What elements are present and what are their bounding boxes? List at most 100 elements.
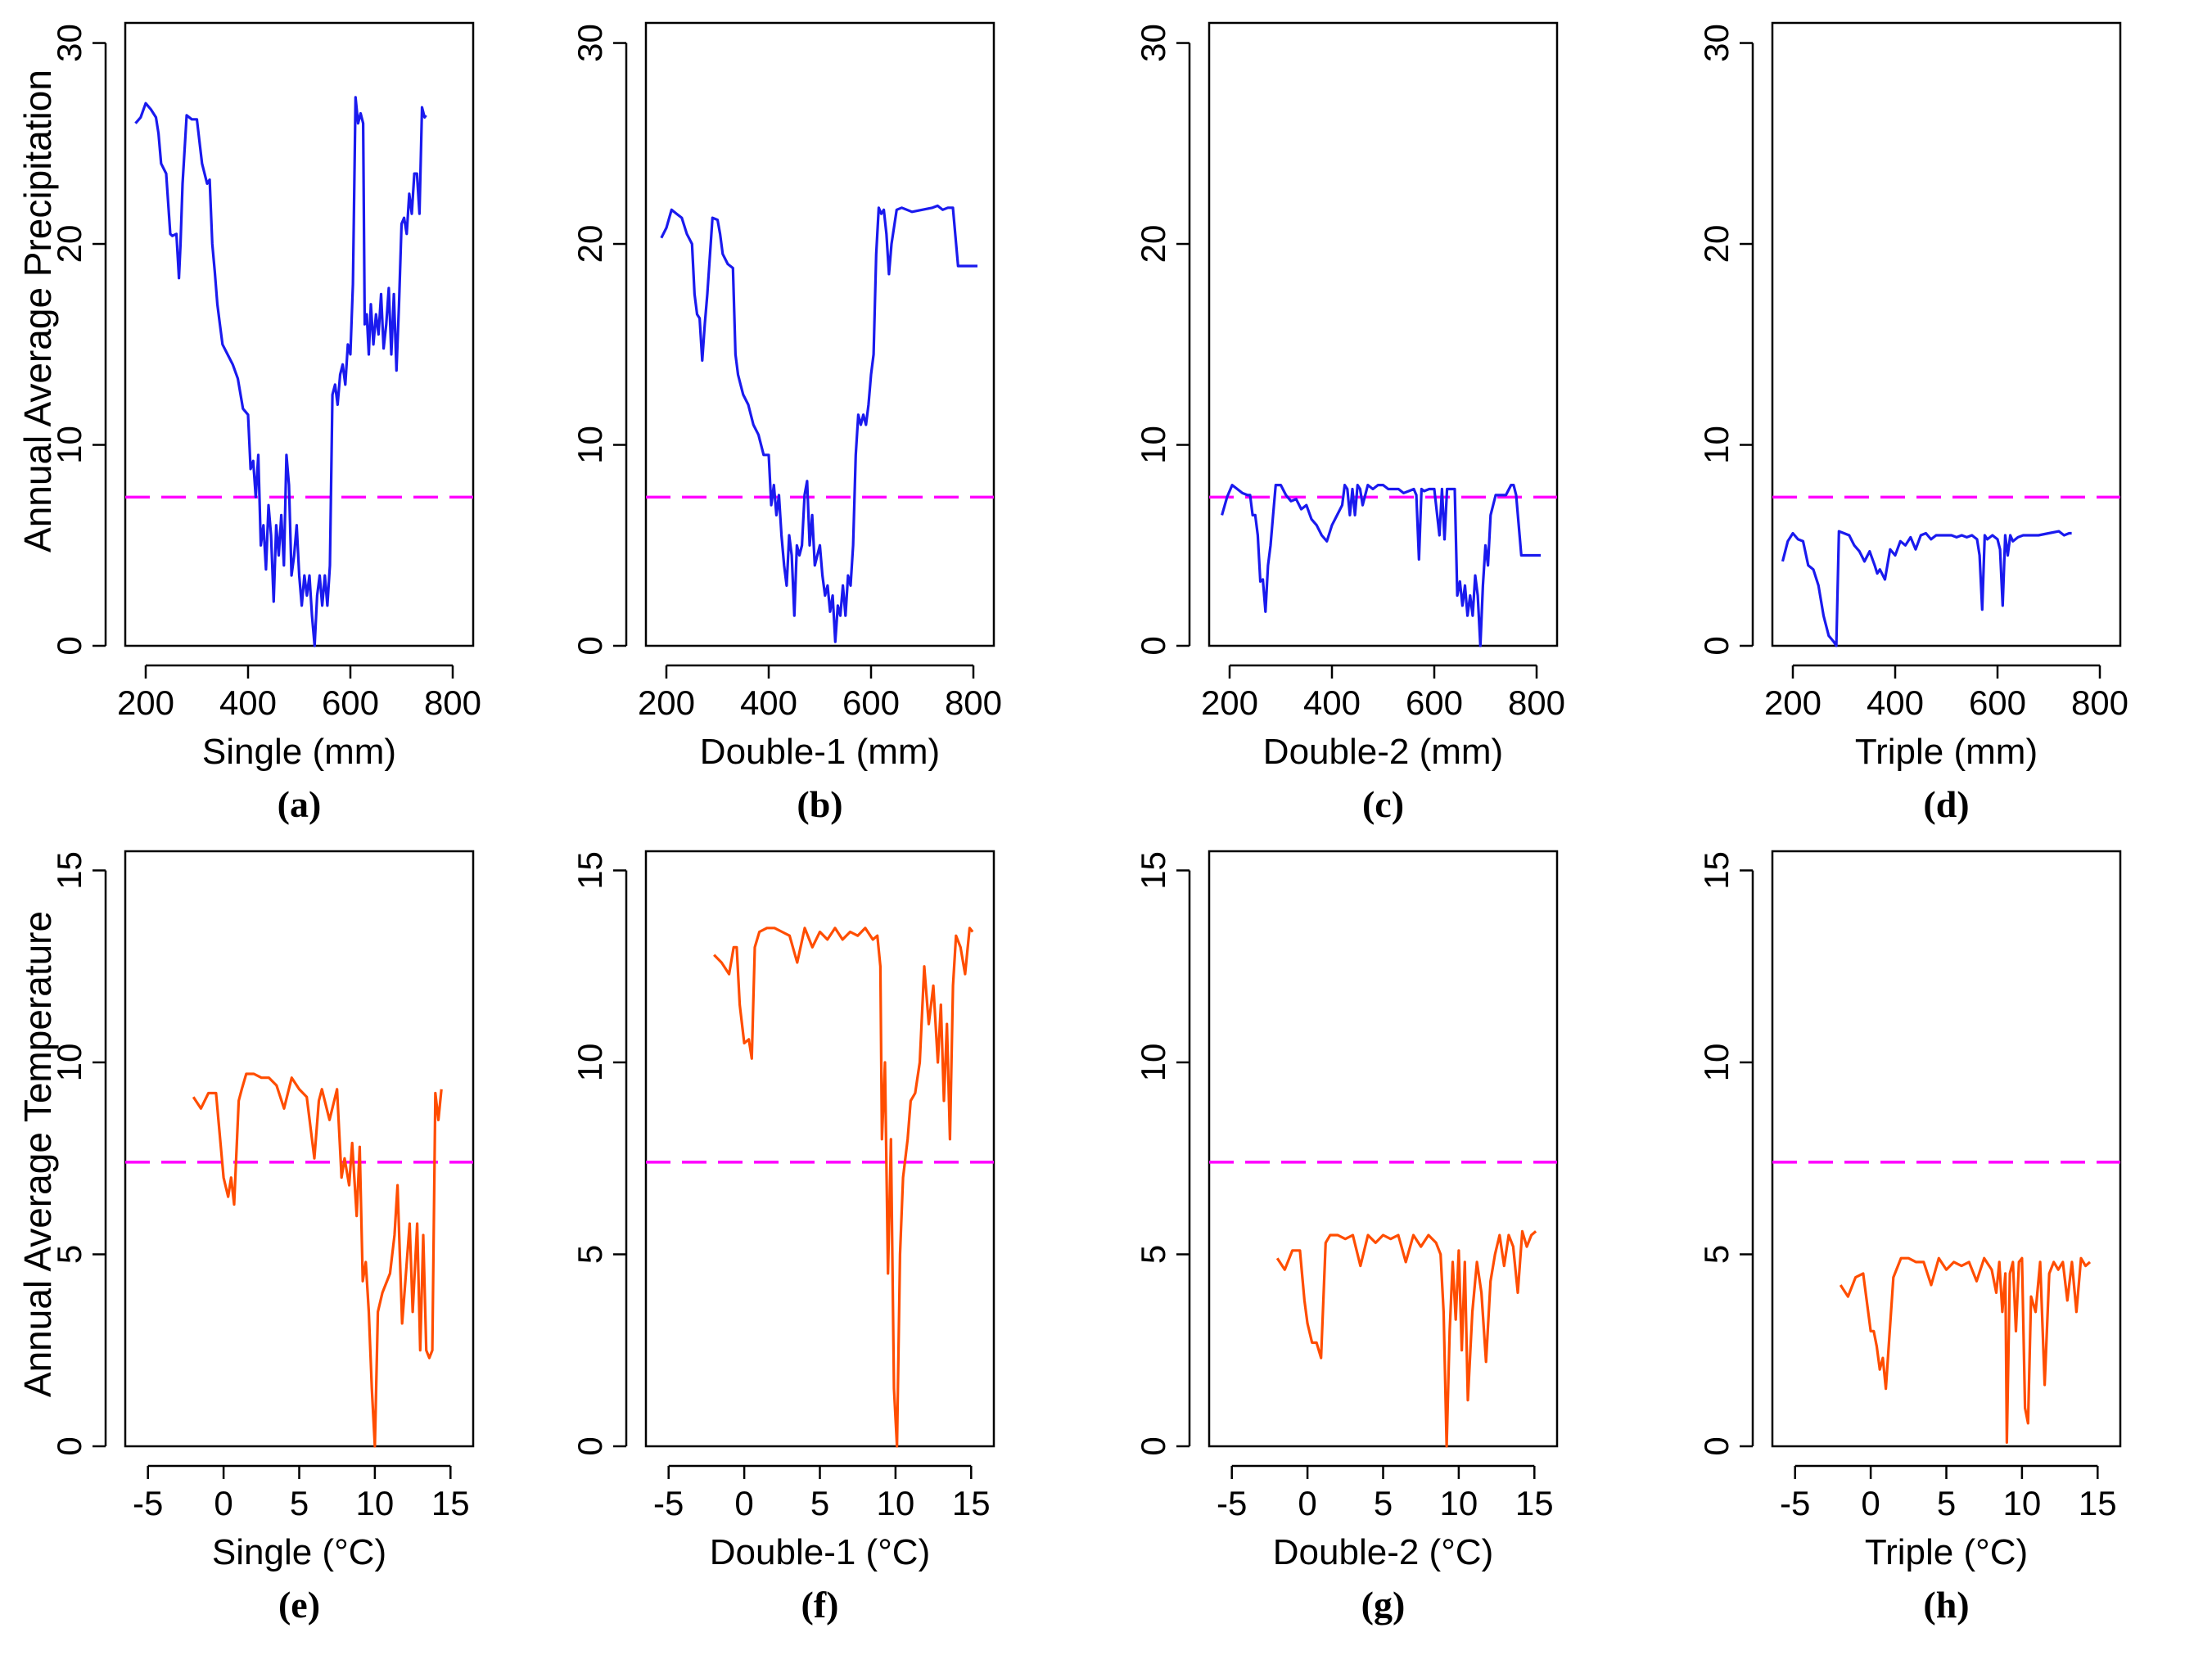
panel-label: (e) (278, 1584, 320, 1626)
y-tick-label: 0 (1697, 636, 1736, 655)
x-tick-label: 15 (2079, 1484, 2117, 1522)
x-axis-label: Single (mm) (202, 732, 396, 772)
y-tick-label: 15 (1134, 851, 1172, 890)
chart-panel-2: 200 400 600 800 0 10 20 30 Double-1 (mm) (b) (571, 21, 1002, 825)
y-tick-label: 0 (1134, 1436, 1172, 1455)
panel-label: (g) (1361, 1584, 1406, 1626)
x-tick-label: 600 (1406, 683, 1463, 722)
y-tick-label: 0 (571, 1436, 609, 1455)
y-tick-label: 15 (571, 851, 609, 890)
y-tick-label: 15 (1697, 851, 1736, 890)
x-tick-label: 400 (219, 683, 277, 722)
plot-frame (124, 21, 475, 647)
chart-panel-1: 200 400 600 800 0 10 20 30 Single (mm) (a) (50, 21, 481, 825)
x-axis-label: Triple (mm) (1855, 732, 2038, 772)
y-tick-label: 0 (1134, 636, 1172, 655)
y-tick-label: 5 (1697, 1245, 1736, 1264)
y-tick-label: 10 (571, 426, 609, 464)
x-axis-label: Single (°C) (212, 1532, 386, 1572)
y-tick-label: 30 (50, 24, 88, 62)
x-tick-label: -5 (653, 1484, 684, 1522)
x-tick-label: 200 (117, 683, 174, 722)
panel-label: (b) (797, 783, 842, 825)
x-axis-label: Double-1 (°C) (710, 1532, 930, 1572)
series-line (1221, 483, 1541, 647)
y-tick-label: 0 (50, 1436, 88, 1455)
y-tick-label: 0 (50, 636, 88, 655)
y-tick-label: 10 (50, 1044, 88, 1082)
chart-panel-7: -5 0 5 10 15 0 5 10 15 Double-2 (°C) (g) (1134, 850, 1559, 1626)
x-tick-label: 600 (322, 683, 379, 722)
plot-frame (644, 21, 995, 647)
plot-frame (124, 850, 475, 1448)
series-line (713, 927, 974, 1448)
x-tick-label: 5 (810, 1484, 829, 1522)
x-tick-label: 600 (842, 683, 900, 722)
x-tick-label: 5 (1937, 1484, 1956, 1522)
y-tick-label: 20 (1697, 225, 1736, 264)
x-tick-label: 400 (1303, 683, 1361, 722)
plot-frame (1771, 21, 2122, 647)
x-tick-label: 800 (2071, 683, 2128, 722)
x-tick-label: 600 (1969, 683, 2026, 722)
x-tick-label: -5 (133, 1484, 163, 1522)
ylabel-temperature: Annual Average Temperature (16, 911, 59, 1397)
series-line (1275, 1229, 1537, 1448)
series-line (192, 1072, 443, 1448)
y-tick-label: 5 (50, 1245, 88, 1264)
x-tick-label: 0 (734, 1484, 753, 1522)
plot-frame (1208, 21, 1559, 647)
x-tick-label: 400 (1867, 683, 1924, 722)
x-tick-label: 200 (1764, 683, 1822, 722)
y-tick-label: 20 (1134, 225, 1172, 264)
x-tick-label: 10 (356, 1484, 395, 1522)
y-tick-label: 10 (1134, 1044, 1172, 1082)
x-tick-label: 5 (1374, 1484, 1393, 1522)
y-tick-label: 15 (50, 851, 88, 890)
x-tick-label: 10 (2003, 1484, 2042, 1522)
y-tick-label: 10 (50, 426, 88, 464)
y-tick-label: 30 (1134, 24, 1172, 62)
y-tick-label: 5 (1134, 1245, 1172, 1264)
x-tick-label: -5 (1780, 1484, 1810, 1522)
ylabel-precipitation: Annual Average Precipitation (16, 70, 59, 552)
x-tick-label: 0 (214, 1484, 232, 1522)
chart-panel-3: 200 400 600 800 0 10 20 30 Double-2 (mm) (c) (1134, 21, 1565, 825)
chart-panel-4: 200 400 600 800 0 10 20 30 Triple (mm) (d) (1697, 21, 2128, 825)
y-tick-label: 20 (571, 225, 609, 264)
chart-panel-5: -5 0 5 10 15 0 5 10 15 Single (°C) (e) (50, 850, 475, 1626)
x-tick-label: -5 (1217, 1484, 1247, 1522)
y-tick-label: 10 (1697, 426, 1736, 464)
x-tick-label: 800 (424, 683, 481, 722)
plot-frame (1771, 850, 2122, 1448)
x-axis-label: Triple (°C) (1865, 1532, 2028, 1572)
series-line (660, 204, 977, 643)
x-axis-label: Double-2 (mm) (1263, 732, 1503, 772)
series-line (134, 96, 427, 647)
panel-label: (h) (1923, 1584, 1969, 1626)
y-tick-label: 20 (50, 225, 88, 264)
y-tick-label: 0 (571, 636, 609, 655)
y-tick-label: 5 (571, 1245, 609, 1264)
x-tick-label: 15 (952, 1484, 991, 1522)
x-tick-label: 5 (290, 1484, 309, 1522)
x-tick-label: 400 (740, 683, 797, 722)
plot-frame (1208, 850, 1559, 1448)
x-tick-label: 0 (1861, 1484, 1880, 1522)
y-tick-label: 10 (1697, 1044, 1736, 1082)
plot-frame (644, 850, 995, 1448)
x-tick-label: 200 (1201, 683, 1258, 722)
x-tick-label: 200 (638, 683, 695, 722)
x-tick-label: 15 (431, 1484, 470, 1522)
chart-panel-6: -5 0 5 10 15 0 5 10 15 Double-1 (°C) (f) (571, 850, 995, 1626)
y-tick-label: 30 (571, 24, 609, 62)
panel-label: (a) (278, 783, 322, 825)
chart-panel-8: -5 0 5 10 15 0 5 10 15 Triple (°C) (h) (1697, 850, 2122, 1626)
x-axis-label: Double-1 (mm) (700, 732, 940, 772)
x-tick-label: 0 (1298, 1484, 1316, 1522)
panel-label: (f) (801, 1584, 839, 1626)
series-line (1839, 1256, 2092, 1444)
x-tick-label: 10 (877, 1484, 915, 1522)
